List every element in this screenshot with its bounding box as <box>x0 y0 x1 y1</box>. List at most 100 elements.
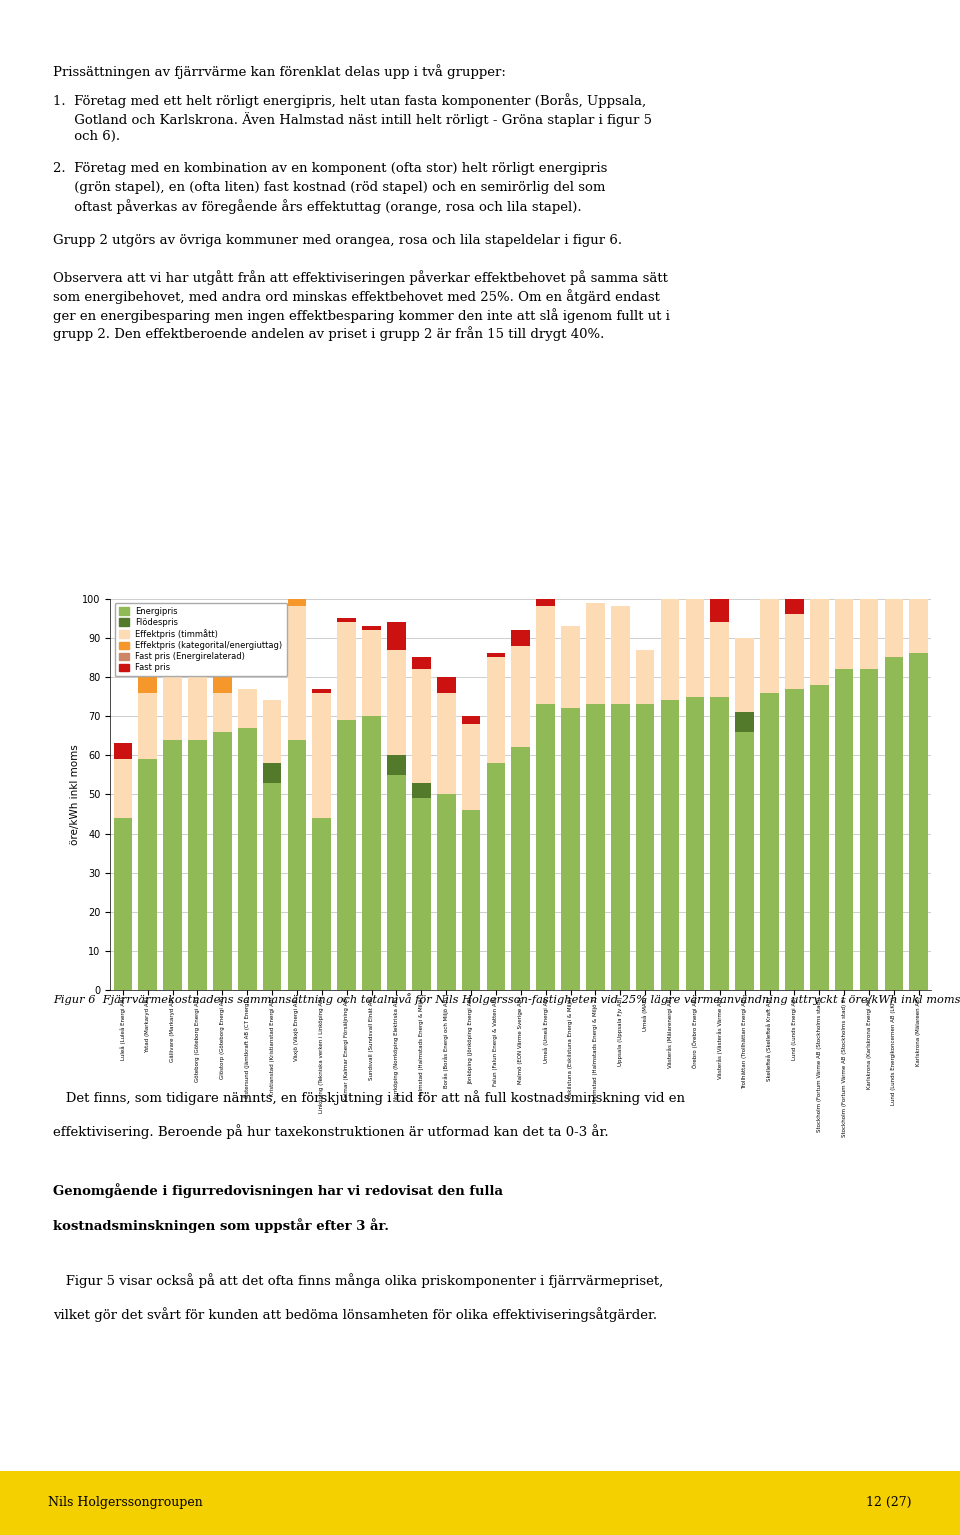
Bar <box>437 677 455 692</box>
Bar <box>288 606 306 740</box>
Bar <box>387 775 406 990</box>
Bar <box>835 669 853 990</box>
Bar <box>909 654 928 990</box>
Bar <box>113 743 132 760</box>
Bar <box>835 551 853 669</box>
Bar <box>362 626 381 629</box>
Text: Prissättningen av fjärrvärme kan förenklat delas upp i två grupper:: Prissättningen av fjärrvärme kan förenkl… <box>53 64 506 78</box>
Bar <box>213 692 231 732</box>
Bar <box>337 622 356 720</box>
Text: Nils Holgerssongroupen: Nils Holgerssongroupen <box>48 1497 203 1509</box>
Bar <box>562 708 580 990</box>
Text: vilket gör det svårt för kunden att bedöma lönsamheten för olika effektivisering: vilket gör det svårt för kunden att bedö… <box>53 1308 657 1322</box>
Bar <box>387 622 406 649</box>
Bar <box>810 685 828 990</box>
Bar <box>760 594 779 692</box>
Bar <box>188 662 206 740</box>
Bar <box>710 697 729 990</box>
Bar <box>760 692 779 990</box>
Text: 1.  Företag med ett helt rörligt energipris, helt utan fasta komponenter (Borås,: 1. Företag med ett helt rörligt energipr… <box>53 94 646 107</box>
Bar <box>810 586 828 685</box>
Bar <box>462 715 480 725</box>
Bar <box>562 626 580 708</box>
Bar <box>785 586 804 614</box>
Text: (grön stapel), en (ofta liten) fast kostnad (röd stapel) och en semirörlig del s: (grön stapel), en (ofta liten) fast kost… <box>53 181 605 193</box>
Bar <box>685 583 705 697</box>
Bar <box>188 642 206 662</box>
Bar <box>437 795 455 990</box>
Bar <box>587 705 605 990</box>
Legend: Energipris, Flödespris, Effektpris (timmått), Effektpris (kategorital/energiutta: Energipris, Flödespris, Effektpris (timm… <box>114 603 287 677</box>
Text: och 6).: och 6). <box>53 130 120 143</box>
Bar <box>884 586 903 657</box>
Text: Genomgående i figurredovisningen har vi redovisat den fulla: Genomgående i figurredovisningen har vi … <box>53 1183 503 1197</box>
Bar <box>537 594 555 606</box>
Bar <box>238 728 256 990</box>
Bar <box>462 810 480 990</box>
Bar <box>213 672 231 692</box>
Bar <box>785 614 804 689</box>
Bar <box>512 629 530 646</box>
Bar <box>636 705 655 990</box>
Text: 2.  Företag med en kombination av en komponent (ofta stor) helt rörligt energipr: 2. Företag med en kombination av en komp… <box>53 163 607 175</box>
Bar <box>163 740 181 990</box>
Bar <box>263 700 281 763</box>
Bar <box>909 490 928 556</box>
Bar <box>487 763 505 990</box>
Text: Figur 5 visar också på att det ofta finns många olika priskomponenter i fjärrvär: Figur 5 visar också på att det ofta finn… <box>53 1273 663 1288</box>
Bar <box>636 649 655 705</box>
Bar <box>313 692 331 818</box>
Bar <box>138 760 157 990</box>
Bar <box>337 720 356 990</box>
Bar <box>760 568 779 594</box>
Bar <box>735 712 754 732</box>
Bar <box>387 755 406 775</box>
Bar <box>387 649 406 755</box>
Bar <box>263 783 281 990</box>
Bar <box>512 646 530 748</box>
Bar <box>660 700 680 990</box>
Bar <box>537 705 555 990</box>
Bar <box>462 725 480 810</box>
Bar <box>138 672 157 692</box>
Bar <box>909 556 928 654</box>
Bar <box>660 599 680 700</box>
Y-axis label: öre/kWh inkl moms: öre/kWh inkl moms <box>69 744 80 844</box>
Bar <box>587 603 605 705</box>
Bar <box>412 669 431 783</box>
Bar <box>362 715 381 990</box>
Bar <box>163 634 181 649</box>
Text: ger en energibesparing men ingen effektbesparing kommer den inte att slå igenom : ger en energibesparing men ingen effektb… <box>53 307 670 322</box>
Text: grupp 2. Den effektberoende andelen av priset i grupp 2 är från 15 till drygt 40: grupp 2. Den effektberoende andelen av p… <box>53 325 604 341</box>
Bar <box>362 629 381 715</box>
Bar <box>884 568 903 586</box>
Bar <box>512 748 530 990</box>
Bar <box>113 818 132 990</box>
Bar <box>611 606 630 705</box>
Text: Figur 6  ​Fjärrvärmekostnadens sammansättning och totalnivå för Nils Holgersson-: Figur 6 ​Fjärrvärmekostnadens sammansätt… <box>53 993 960 1005</box>
Text: som energibehovet, med andra ord minskas effektbehovet med 25%. Om en åtgärd end: som energibehovet, med andra ord minskas… <box>53 289 660 304</box>
Text: Grupp 2 utgörs av övriga kommuner med orangea, rosa och lila stapeldelar i figur: Grupp 2 utgörs av övriga kommuner med or… <box>53 233 622 247</box>
Text: 12 (27): 12 (27) <box>867 1497 912 1509</box>
Bar <box>412 798 431 990</box>
Bar <box>437 692 455 795</box>
Bar <box>860 571 878 669</box>
Bar <box>487 657 505 763</box>
Bar <box>611 705 630 990</box>
Bar <box>263 763 281 783</box>
Bar <box>412 657 431 669</box>
Bar <box>188 740 206 990</box>
Bar <box>710 622 729 697</box>
Bar <box>710 579 729 622</box>
Bar <box>213 732 231 990</box>
Bar <box>337 619 356 622</box>
Bar <box>288 740 306 990</box>
Text: Observera att vi har utgått från att effektiviseringen påverkar effektbehovet på: Observera att vi har utgått från att eff… <box>53 270 667 286</box>
Bar <box>288 586 306 606</box>
Bar <box>163 649 181 740</box>
Bar <box>735 639 754 712</box>
Text: Det finns, som tidigare nämnts, en förskjutning i tid för att nå full kostnadsmi: Det finns, som tidigare nämnts, en försk… <box>53 1090 684 1105</box>
Bar <box>860 669 878 990</box>
Bar <box>487 654 505 657</box>
Bar <box>884 657 903 990</box>
